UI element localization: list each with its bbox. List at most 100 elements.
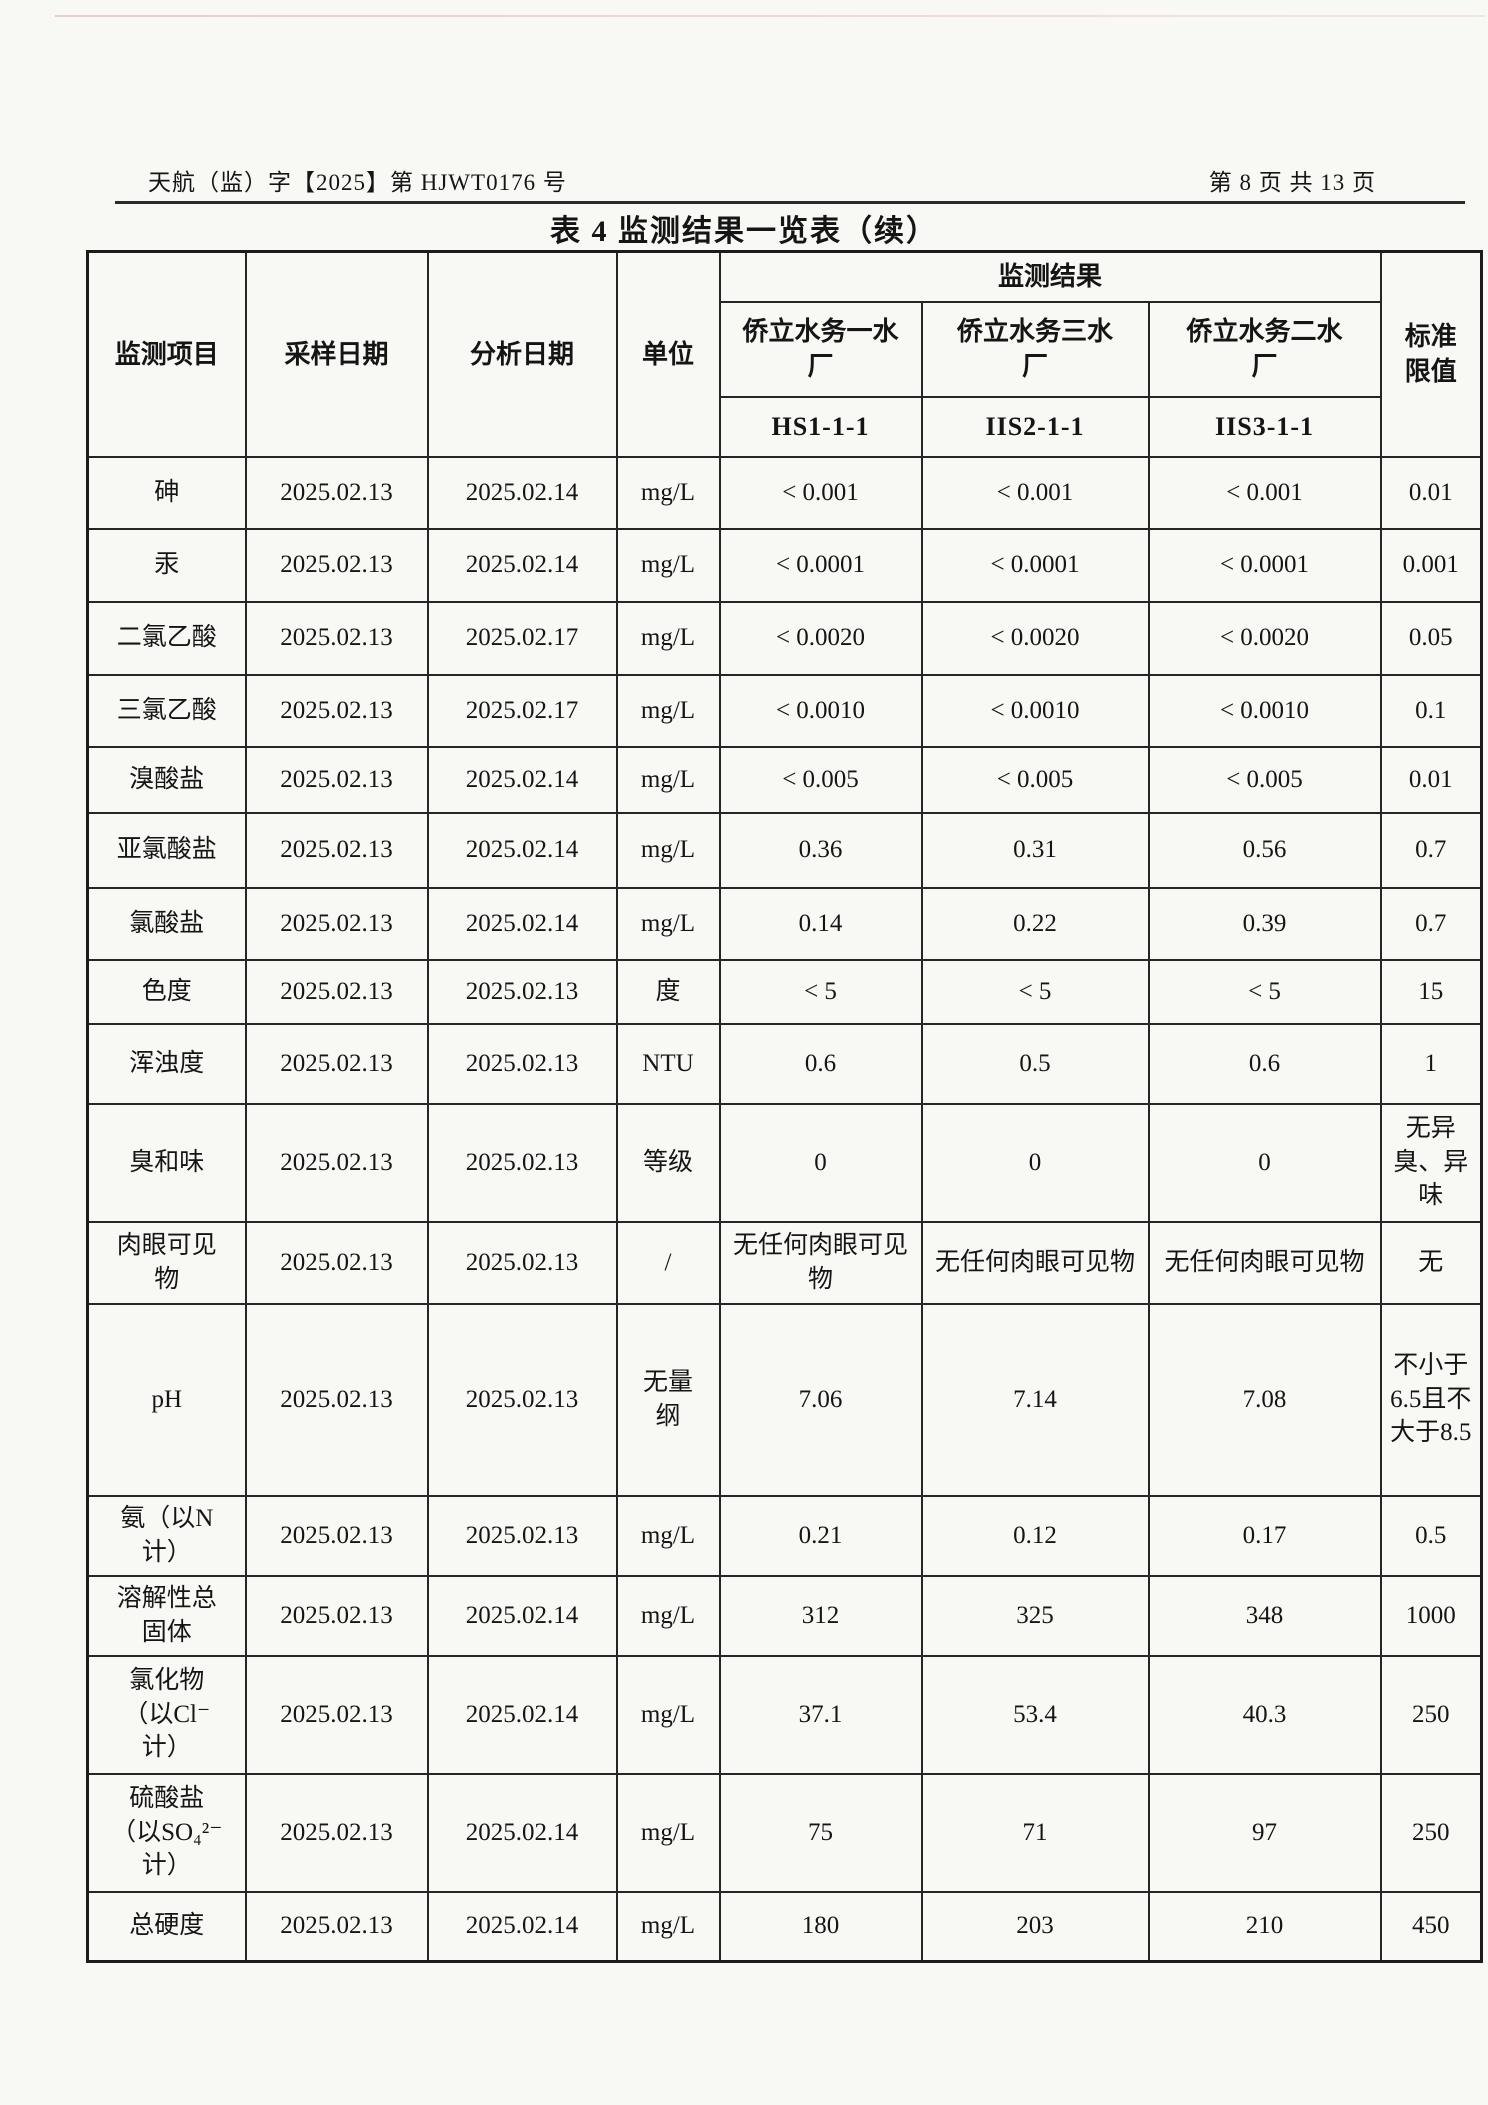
cell-sample-date: 2025.02.13 <box>244 1772 429 1893</box>
cell-unit: 等级 <box>615 1102 721 1223</box>
cell-value-plant1: 无任何肉眼可见物 <box>718 1220 923 1305</box>
cell-value-plant3: 0.17 <box>1147 1494 1382 1577</box>
cell-unit: mg/L <box>615 1890 721 1963</box>
cell-analysis-date: 2025.02.13 <box>426 1220 618 1305</box>
cell-parameter: 亚氯酸盐 <box>86 811 247 889</box>
cell-analysis-date: 2025.02.13 <box>426 1022 618 1105</box>
cell-analysis-date: 2025.02.14 <box>426 886 618 961</box>
table-row: 肉眼可见物 2025.02.13 2025.02.13 / 无任何肉眼可见物 无… <box>86 1220 1483 1305</box>
header-plant-2: 侨立水务三水厂 <box>920 300 1150 398</box>
table-row: 汞 2025.02.13 2025.02.14 mg/L < 0.0001 < … <box>86 527 1483 603</box>
cell-value-plant1: < 5 <box>718 958 923 1025</box>
cell-value-plant1: 0.36 <box>718 811 923 889</box>
cell-sample-date: 2025.02.13 <box>244 745 429 814</box>
cell-value-plant3: < 0.0020 <box>1147 600 1382 676</box>
cell-analysis-date: 2025.02.14 <box>426 745 618 814</box>
cell-value-plant3: 40.3 <box>1147 1654 1382 1775</box>
table-header: 监测项目 采样日期 分析日期 单位 监测结果 标准限值 侨立水务一水厂 侨立水务… <box>86 250 1483 458</box>
cell-analysis-date: 2025.02.14 <box>426 1574 618 1657</box>
cell-unit: 度 <box>615 958 721 1025</box>
cell-unit: mg/L <box>615 1772 721 1893</box>
cell-limit: 0.5 <box>1379 1494 1483 1577</box>
header-row-plants: 侨立水务一水厂 侨立水务三水厂 侨立水务二水厂 <box>88 300 1482 398</box>
cell-value-plant2: 7.14 <box>920 1302 1150 1497</box>
cell-value-plant3: 无任何肉眼可见物 <box>1147 1220 1382 1305</box>
header-unit: 单位 <box>615 250 721 458</box>
cell-parameter: 色度 <box>86 958 247 1025</box>
cell-unit: mg/L <box>615 1654 721 1775</box>
cell-parameter: 硫酸盐（以SO₄²⁻计） <box>86 1772 247 1893</box>
cell-value-plant2: 0 <box>920 1102 1150 1223</box>
cell-value-plant3: 348 <box>1147 1574 1382 1657</box>
table-row: 氯化物（以Cl⁻计） 2025.02.13 2025.02.14 mg/L 37… <box>86 1654 1483 1775</box>
cell-limit: 0.1 <box>1379 673 1483 748</box>
cell-limit: 15 <box>1379 958 1483 1025</box>
cell-sample-date: 2025.02.13 <box>244 673 429 748</box>
table-row: 亚氯酸盐 2025.02.13 2025.02.14 mg/L 0.36 0.3… <box>86 811 1483 889</box>
table-title: 表 4 监测结果一览表（续） <box>550 215 938 248</box>
cell-unit: NTU <box>615 1022 721 1105</box>
header-plant-3: 侨立水务二水厂 <box>1147 300 1382 398</box>
cell-limit: 不小于6.5且不大于8.5 <box>1379 1302 1483 1497</box>
cell-analysis-date: 2025.02.17 <box>426 673 618 748</box>
cell-value-plant2: < 0.0020 <box>920 600 1150 676</box>
cell-value-plant2: < 0.005 <box>920 745 1150 814</box>
cell-limit: 450 <box>1379 1890 1483 1963</box>
cell-value-plant3: 0.39 <box>1147 886 1382 961</box>
cell-unit: mg/L <box>615 600 721 676</box>
cell-parameter: 砷 <box>86 455 247 530</box>
cell-unit: mg/L <box>615 527 721 603</box>
cell-unit: mg/L <box>615 886 721 961</box>
cell-sample-date: 2025.02.13 <box>244 527 429 603</box>
cell-parameter: 臭和味 <box>86 1102 247 1223</box>
cell-analysis-date: 2025.02.14 <box>426 455 618 530</box>
cell-value-plant3: < 0.001 <box>1147 455 1382 530</box>
cell-value-plant3: 0.6 <box>1147 1022 1382 1105</box>
cell-unit: mg/L <box>615 811 721 889</box>
cell-limit: 250 <box>1379 1654 1483 1775</box>
table-row: 色度 2025.02.13 2025.02.13 度 < 5 < 5 < 5 1… <box>86 958 1483 1025</box>
cell-value-plant3: 7.08 <box>1147 1302 1382 1497</box>
header-limit: 标准限值 <box>1379 250 1483 458</box>
table-row: 砷 2025.02.13 2025.02.14 mg/L < 0.001 < 0… <box>86 455 1483 530</box>
cell-analysis-date: 2025.02.13 <box>426 958 618 1025</box>
cell-analysis-date: 2025.02.14 <box>426 1890 618 1963</box>
cell-limit: 无异臭、异味 <box>1379 1102 1483 1223</box>
cell-value-plant1: < 0.0010 <box>718 673 923 748</box>
cell-limit: 0.001 <box>1379 527 1483 603</box>
cell-value-plant1: 0.14 <box>718 886 923 961</box>
cell-sample-date: 2025.02.13 <box>244 958 429 1025</box>
cell-analysis-date: 2025.02.13 <box>426 1102 618 1223</box>
table-row: 浑浊度 2025.02.13 2025.02.13 NTU 0.6 0.5 0.… <box>86 1022 1483 1105</box>
cell-value-plant3: < 5 <box>1147 958 1382 1025</box>
table-row: 臭和味 2025.02.13 2025.02.13 等级 0 0 0 无异臭、异… <box>86 1102 1483 1223</box>
cell-limit: 0.7 <box>1379 886 1483 961</box>
cell-analysis-date: 2025.02.14 <box>426 527 618 603</box>
header-sample-date: 采样日期 <box>244 250 429 458</box>
cell-analysis-date: 2025.02.14 <box>426 811 618 889</box>
cell-parameter: 氯化物（以Cl⁻计） <box>86 1654 247 1775</box>
cell-value-plant3: 97 <box>1147 1772 1382 1893</box>
cell-unit: mg/L <box>615 455 721 530</box>
cell-value-plant1: 312 <box>718 1574 923 1657</box>
header-result-group: 监测结果 <box>718 250 1382 303</box>
cell-limit: 0.7 <box>1379 811 1483 889</box>
cell-unit: mg/L <box>615 673 721 748</box>
cell-sample-date: 2025.02.13 <box>244 1654 429 1775</box>
cell-parameter: 二氯乙酸 <box>86 600 247 676</box>
cell-sample-date: 2025.02.13 <box>244 600 429 676</box>
cell-value-plant2: 203 <box>920 1890 1150 1963</box>
table-row: 总硬度 2025.02.13 2025.02.14 mg/L 180 203 2… <box>86 1890 1483 1963</box>
table-row: pH 2025.02.13 2025.02.13 无量纲 7.06 7.14 7… <box>86 1302 1483 1497</box>
cell-value-plant1: < 0.005 <box>718 745 923 814</box>
cell-analysis-date: 2025.02.13 <box>426 1494 618 1577</box>
table-row: 溶解性总固体 2025.02.13 2025.02.14 mg/L 312 32… <box>86 1574 1483 1657</box>
cell-value-plant3: 210 <box>1147 1890 1382 1963</box>
cell-value-plant1: < 0.001 <box>718 455 923 530</box>
cell-parameter: 溶解性总固体 <box>86 1574 247 1657</box>
cell-parameter: 氯酸盐 <box>86 886 247 961</box>
cell-value-plant1: < 0.0020 <box>718 600 923 676</box>
cell-value-plant1: < 0.0001 <box>718 527 923 603</box>
cell-value-plant3: < 0.005 <box>1147 745 1382 814</box>
page-number: 第 8 页 共 13 页 <box>1208 170 1376 195</box>
